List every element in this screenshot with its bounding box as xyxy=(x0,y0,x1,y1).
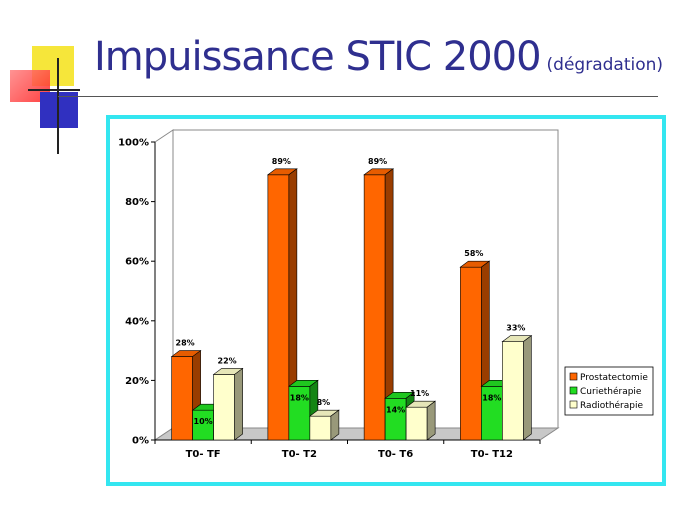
bar-radiothérapie xyxy=(405,400,437,441)
bar-front xyxy=(363,174,386,441)
data-label: 8% xyxy=(317,398,331,407)
data-label: 22% xyxy=(218,356,237,365)
decor-horizontal-line xyxy=(28,89,80,91)
bar-front xyxy=(171,356,193,441)
bar-radiothérapie xyxy=(501,335,533,441)
bar-front xyxy=(213,374,235,441)
bar-side xyxy=(523,335,532,441)
data-label: 58% xyxy=(464,249,483,258)
data-label: 10% xyxy=(194,417,213,426)
data-label: 18% xyxy=(482,393,501,402)
y-tick-label: 20% xyxy=(125,376,149,387)
bar-radiothérapie xyxy=(212,367,244,441)
legend-swatch xyxy=(569,372,578,381)
y-tick-label: 0% xyxy=(132,436,149,447)
decor-vertical-line xyxy=(57,58,59,154)
bar-side xyxy=(426,400,436,441)
decor-blue-square xyxy=(40,92,78,128)
slide-title-main: Impuissance STIC 2000 xyxy=(94,34,542,80)
bar-prostatectomie xyxy=(266,168,298,441)
bar-front xyxy=(460,266,482,441)
y-tick-label: 100% xyxy=(118,138,149,149)
data-label: 33% xyxy=(506,324,525,333)
y-tick-label: 80% xyxy=(125,197,149,208)
bar-prostatectomie xyxy=(363,168,395,441)
data-label: 14% xyxy=(386,405,405,414)
y-tick-label: 40% xyxy=(125,316,149,327)
x-tick-label: T0- T12 xyxy=(471,449,513,460)
bar-side xyxy=(234,367,243,441)
chart-side-wall xyxy=(154,129,174,441)
legend-label: Curiethérapie xyxy=(580,386,642,397)
data-label: 89% xyxy=(272,157,291,166)
bar-front xyxy=(502,341,524,441)
slide-subtitle: (dégradation) xyxy=(546,55,664,75)
bar-front xyxy=(267,174,290,441)
slide-title: Impuissance STIC 2000 (dégradation) xyxy=(94,34,663,80)
bar-prostatectomie xyxy=(459,260,491,441)
data-label: 28% xyxy=(176,339,195,348)
title-underline xyxy=(58,96,658,97)
y-tick-label: 60% xyxy=(125,257,149,268)
legend-swatch xyxy=(569,386,578,395)
data-label: 11% xyxy=(410,389,429,398)
bar-front xyxy=(405,406,428,441)
data-label: 18% xyxy=(290,393,309,402)
legend-box xyxy=(564,366,654,416)
x-tick-label: T0- T2 xyxy=(282,449,317,460)
data-label: 89% xyxy=(368,157,387,166)
bar-front xyxy=(309,415,332,441)
bar-radiothérapie xyxy=(308,409,340,441)
legend-swatch xyxy=(569,400,578,409)
chart-legend: Prostatectomie Curiethérapie Radiothérapie xyxy=(564,366,654,416)
legend-label: Prostatectomie xyxy=(580,373,648,383)
x-tick-label: T0- T6 xyxy=(378,449,413,460)
bar-side xyxy=(330,409,340,441)
legend-label: Radiothérapie xyxy=(580,400,643,411)
x-tick-label: T0- TF xyxy=(186,449,221,460)
